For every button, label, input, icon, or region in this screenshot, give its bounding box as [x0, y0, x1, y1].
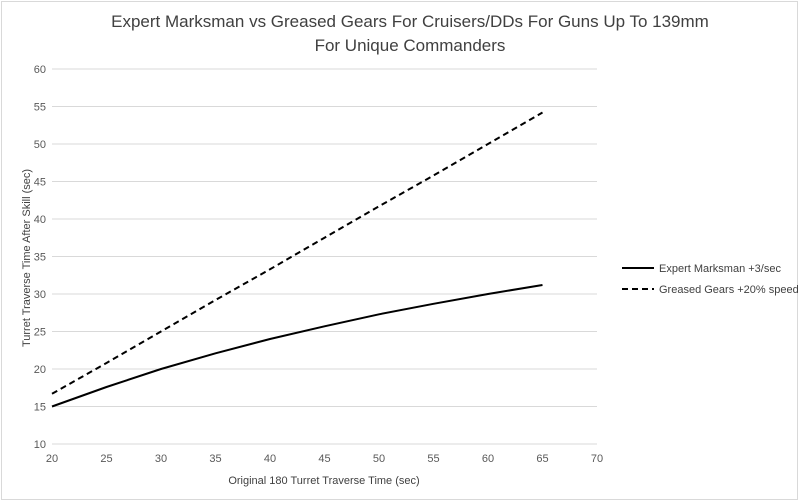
y-tick-label-15: 15 — [34, 402, 46, 414]
x-tick-label-60: 60 — [482, 453, 494, 465]
legend-label-expert-marksman: Expert Marksman +3/sec — [659, 263, 781, 275]
x-tick-label-35: 35 — [209, 453, 221, 465]
chart-title-line-2: For Unique Commanders — [315, 36, 506, 55]
chart-title-line-1: Expert Marksman vs Greased Gears For Cru… — [111, 12, 709, 31]
y-tick-label-45: 45 — [34, 177, 46, 189]
axis-ticks: 10 15 20 25 30 35 40 45 50 55 60 20 25 30 35 40 45 50 55 60… — [34, 64, 603, 465]
x-tick-label-45: 45 — [318, 453, 330, 465]
y-tick-label-50: 50 — [34, 139, 46, 151]
x-tick-label-65: 65 — [536, 453, 548, 465]
gridlines — [52, 68, 597, 445]
y-tick-label-10: 10 — [34, 439, 46, 451]
x-tick-label-30: 30 — [155, 453, 167, 465]
x-tick-label-50: 50 — [373, 453, 385, 465]
legend-label-greased-gears: Greased Gears +20% speed — [659, 284, 799, 296]
y-axis-label: Turret Traverse Time After Skill (sec) — [21, 169, 33, 347]
y-tick-label-55: 55 — [34, 102, 46, 114]
x-tick-label-70: 70 — [591, 453, 603, 465]
y-tick-label-20: 20 — [34, 364, 46, 376]
x-tick-label-40: 40 — [264, 453, 276, 465]
x-tick-label-25: 25 — [100, 453, 112, 465]
y-tick-label-35: 35 — [34, 252, 46, 264]
series-line-expert-marksman — [51, 284, 543, 408]
x-tick-label-20: 20 — [46, 453, 58, 465]
y-tick-label-60: 60 — [34, 64, 46, 76]
series-lines — [51, 111, 544, 408]
y-tick-label-25: 25 — [34, 327, 46, 339]
x-tick-label-55: 55 — [427, 453, 439, 465]
x-axis-label: Original 180 Turret Traverse Time (sec) — [228, 475, 419, 487]
legend: Expert Marksman +3/sec Greased Gears +20… — [622, 263, 799, 296]
y-tick-label-30: 30 — [34, 289, 46, 301]
y-tick-label-40: 40 — [34, 214, 46, 226]
series-line-greased-gears — [51, 111, 544, 395]
